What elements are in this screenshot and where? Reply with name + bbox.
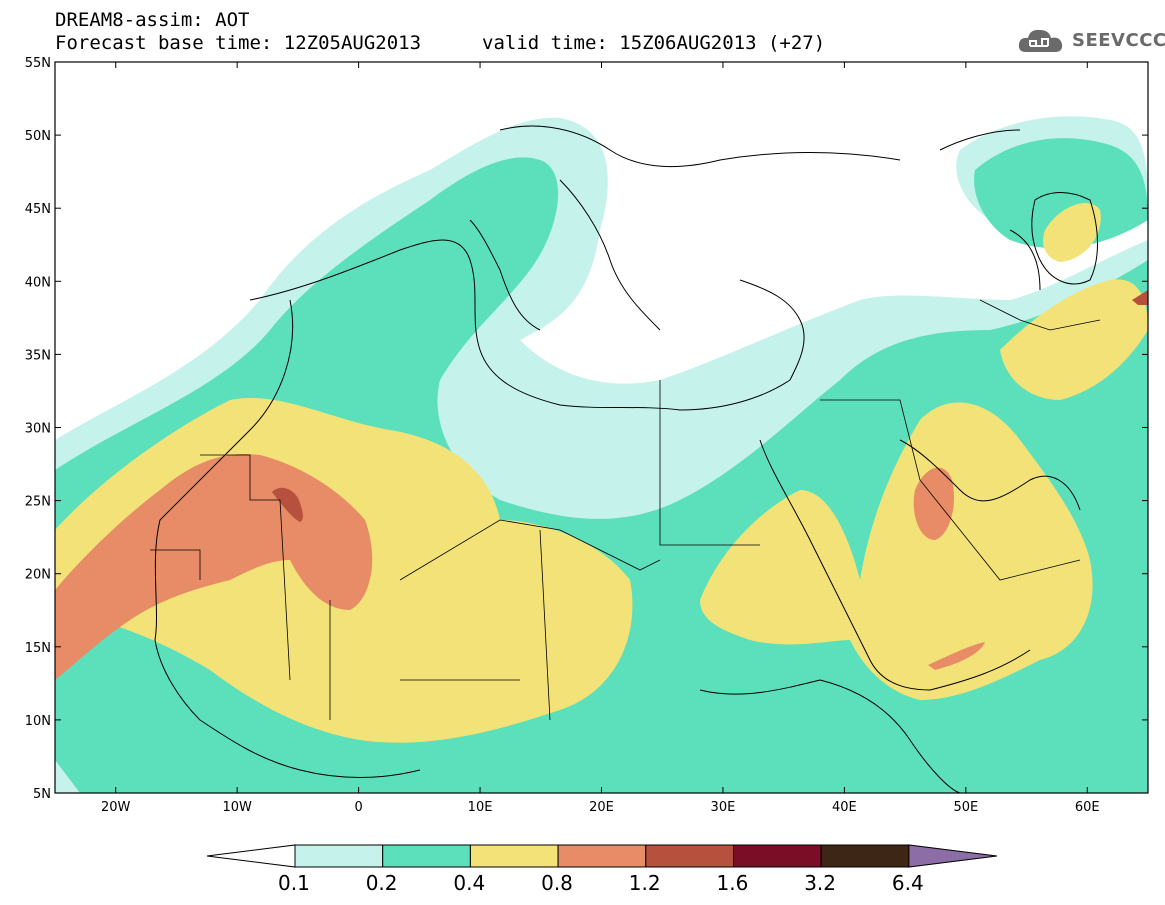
logo-text: SEEVCCC (1072, 30, 1165, 51)
colorbar-label: 3.2 (804, 871, 836, 895)
lon-label: 40E (832, 800, 857, 815)
lon-label: 0 (354, 800, 362, 815)
colorbar-label: 0.4 (453, 871, 486, 895)
borders (150, 299, 1101, 721)
lat-label: 5N (33, 787, 51, 802)
aot-fields (55, 116, 1148, 793)
cloud-icon (1018, 29, 1063, 52)
lat-label: 30N (25, 422, 51, 437)
lon-label: 20W (101, 800, 131, 815)
aot-band-0.8-yemen (928, 642, 985, 670)
colorbar-label: 6.4 (891, 871, 924, 895)
coastlines (154, 125, 1098, 793)
colorbar-label: 1.2 (628, 871, 661, 895)
lat-axis: 55N 50N 45N 40N 35N 30N 25N 20N 15N 10N 5N (25, 56, 1148, 802)
valid-time: valid time: 15Z06AUG2013 (+27) (482, 32, 826, 54)
map-title: DREAM8-assim: AOT (55, 9, 250, 31)
colorbar-box (294, 844, 384, 868)
lat-label: 25N (25, 495, 51, 510)
lat-label: 35N (25, 348, 51, 363)
colorbar-box (469, 844, 559, 868)
seevccc-logo: SEEVCCC (1016, 24, 1165, 58)
colorbar-label: 0.1 (278, 871, 310, 895)
colorbar-box (820, 844, 910, 868)
lat-label: 45N (25, 202, 51, 217)
lon-label: 20E (589, 800, 614, 815)
aot-band-0.4-ne (1000, 279, 1148, 400)
colorbar-label: 0.2 (365, 871, 398, 895)
colorbar-box (382, 844, 471, 868)
lat-label: 50N (25, 129, 51, 144)
lon-label: 50E (953, 800, 978, 815)
colorbar-box (645, 844, 734, 868)
lon-label: 60E (1075, 800, 1100, 815)
lat-label: 10N (25, 714, 51, 729)
lat-label: 15N (25, 641, 51, 656)
colorbar-box (733, 844, 822, 868)
aot-band-0.8-arabia (913, 467, 955, 540)
aot-band-1.2 (272, 487, 303, 522)
lon-label: 30E (711, 800, 736, 815)
aot-band-0.2-ne (974, 138, 1148, 249)
colorbar-over-arrow (908, 844, 997, 868)
lat-label: 55N (25, 56, 51, 71)
aot-band-0.4-caspian (1043, 202, 1101, 262)
lat-label: 40N (25, 275, 51, 290)
forecast-base-time: Forecast base time: 12Z05AUG2013 (55, 32, 422, 54)
colorbar (206, 844, 997, 868)
aot-band-1.2-ne (1132, 290, 1148, 305)
aot-band-0.4-east (700, 402, 1093, 700)
lat-label: 20N (25, 568, 51, 583)
lon-label: 10E (468, 800, 493, 815)
colorbar-label: 1.6 (716, 871, 749, 895)
lon-axis: 20W 10W 0 10E 20E 30E 40E 50E 60E (101, 62, 1100, 815)
colorbar-box (557, 844, 647, 868)
colorbar-under-arrow (206, 844, 296, 868)
lon-label: 10W (222, 800, 252, 815)
colorbar-label: 0.8 (541, 871, 573, 895)
